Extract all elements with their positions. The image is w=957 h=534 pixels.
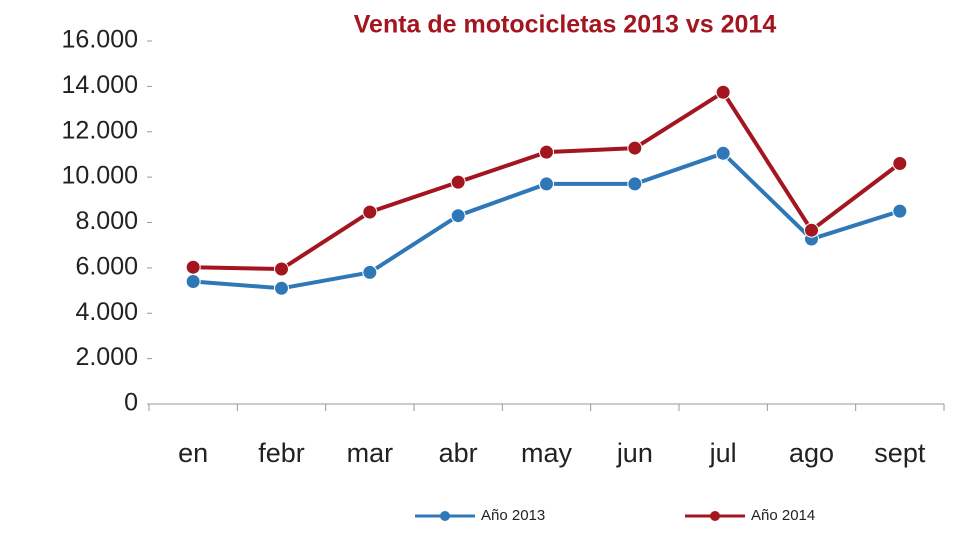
x-tick-label: jun [616, 438, 653, 468]
x-tick-label: mar [347, 438, 394, 468]
marker [715, 84, 731, 100]
marker [274, 280, 289, 296]
marker [185, 273, 201, 289]
x-tick-label: jul [709, 438, 737, 468]
legend-label: Año 2014 [751, 507, 815, 524]
marker [892, 203, 908, 219]
y-tick-label: 14.000 [62, 71, 138, 99]
y-tick-label: 8.000 [75, 207, 138, 235]
marker [715, 145, 731, 161]
y-tick-label: 16.000 [62, 26, 138, 54]
marker [450, 174, 466, 190]
x-tick-label: may [521, 438, 573, 468]
legend-marker [710, 511, 720, 521]
legend-label: Año 2013 [481, 507, 545, 524]
y-tick-label: 0 [124, 389, 138, 417]
x-tick-label: ago [789, 438, 834, 468]
y-tick-label: 10.000 [62, 162, 138, 190]
x-tick-label: febr [258, 438, 305, 468]
series-line [193, 151, 901, 291]
marker [450, 208, 466, 224]
marker [185, 259, 201, 275]
marker [539, 176, 554, 192]
y-tick-label: 2.000 [75, 343, 138, 371]
y-tick-label: 4.000 [75, 298, 138, 326]
marker [362, 204, 378, 220]
marker [804, 222, 819, 238]
marker [539, 144, 554, 160]
legend-marker [440, 511, 450, 521]
marker [274, 261, 289, 277]
x-tick-label: sept [874, 438, 926, 468]
y-tick-label: 12.000 [62, 116, 138, 144]
marker [627, 176, 643, 192]
marker [627, 140, 643, 156]
chart-title: Venta de motocicletas 2013 vs 2014 [354, 11, 777, 39]
x-tick-label: en [178, 438, 208, 468]
x-tick-label: abr [439, 438, 478, 468]
marker [892, 156, 908, 172]
y-tick-label: 6.000 [75, 252, 138, 280]
marker [362, 264, 378, 280]
